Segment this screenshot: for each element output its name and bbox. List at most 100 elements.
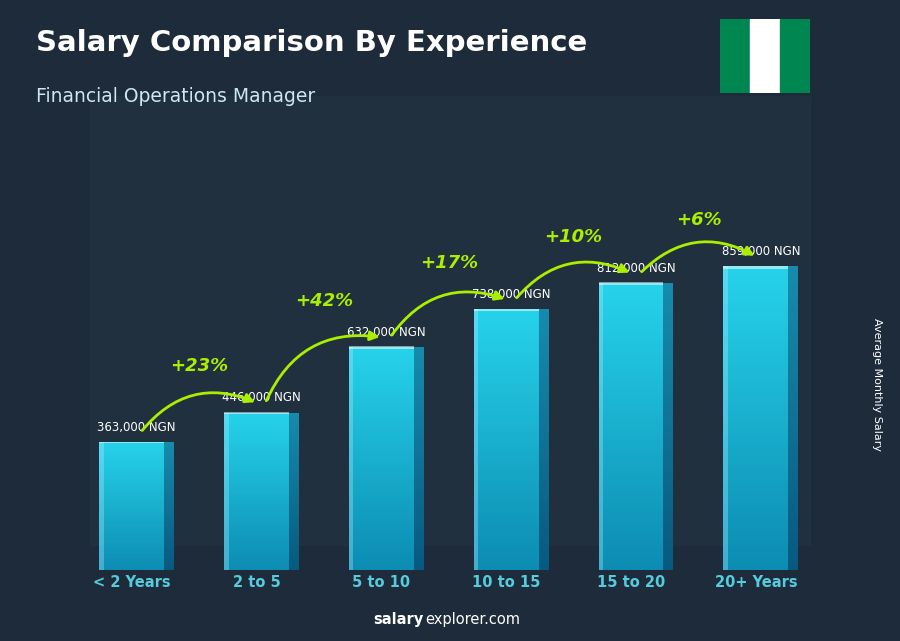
Bar [598,326,663,329]
Bar [724,403,788,407]
Bar [349,361,414,363]
Bar [164,476,174,478]
Bar [99,562,164,564]
Bar [724,490,788,494]
Bar [289,428,299,430]
Bar [414,408,424,411]
Bar [473,378,538,381]
Bar [99,501,164,503]
Bar [598,499,663,502]
Bar [349,517,414,520]
Bar [289,437,299,438]
Bar [99,481,164,482]
Bar [473,345,538,348]
Bar [663,347,673,351]
Bar [164,513,174,514]
Bar [99,551,164,553]
Bar [473,368,538,371]
Bar [473,460,538,463]
Bar [473,312,538,316]
Bar [598,322,663,326]
Bar [414,380,424,383]
Bar [724,289,788,293]
Bar [663,452,673,456]
Bar [224,554,289,556]
Bar [349,487,414,489]
Bar [663,531,673,535]
Bar [663,448,673,452]
Bar [224,501,289,503]
Bar [224,510,289,512]
Bar [224,452,289,454]
Bar [598,492,663,495]
Text: +23%: +23% [170,358,228,376]
Bar [473,352,538,355]
Bar [663,495,673,499]
Bar [538,528,549,531]
Bar [663,373,673,376]
Bar [788,354,798,358]
Bar [349,515,414,517]
Bar [724,350,788,354]
Bar [598,563,663,567]
Bar [414,551,424,554]
Bar [788,392,798,395]
Bar [414,520,424,523]
Bar [538,453,549,456]
Bar [538,384,549,388]
Bar [538,531,549,535]
Bar [289,549,299,551]
Text: explorer.com: explorer.com [426,612,521,627]
Bar [724,407,788,411]
Bar [788,399,798,403]
Bar [224,458,289,460]
Bar [788,293,798,297]
Bar [224,424,289,426]
Bar [414,433,424,437]
Bar [349,403,414,406]
Bar [224,537,289,539]
Bar [414,392,424,394]
Bar [289,547,299,549]
Bar [538,449,549,453]
Bar [289,486,299,488]
Bar [99,500,164,501]
Bar [724,426,788,430]
Bar [164,564,174,565]
Bar [473,567,538,570]
Bar [663,355,673,358]
Bar [598,340,663,344]
Bar [164,538,174,540]
Bar [224,428,289,430]
Bar [663,535,673,538]
Bar [414,489,424,492]
Bar [349,414,414,417]
Bar [164,456,174,458]
Bar [224,422,289,424]
Bar [538,407,549,410]
Bar [224,476,289,478]
Bar [164,472,174,474]
Bar [289,438,299,440]
Bar [663,394,673,398]
Bar [538,499,549,502]
Bar [788,445,798,449]
Bar [414,372,424,375]
Bar [289,452,299,454]
Bar [724,266,788,269]
Bar [598,355,663,358]
Bar [164,506,174,508]
Bar [414,537,424,540]
Bar [598,398,663,401]
Bar [788,537,798,540]
Bar [724,365,788,369]
Bar [349,568,414,570]
Bar [788,441,798,445]
Bar [414,562,424,565]
Bar [224,507,289,510]
Bar [349,503,414,506]
Bar [164,517,174,519]
Bar [224,446,289,448]
Bar [164,495,174,497]
Bar [349,433,414,437]
